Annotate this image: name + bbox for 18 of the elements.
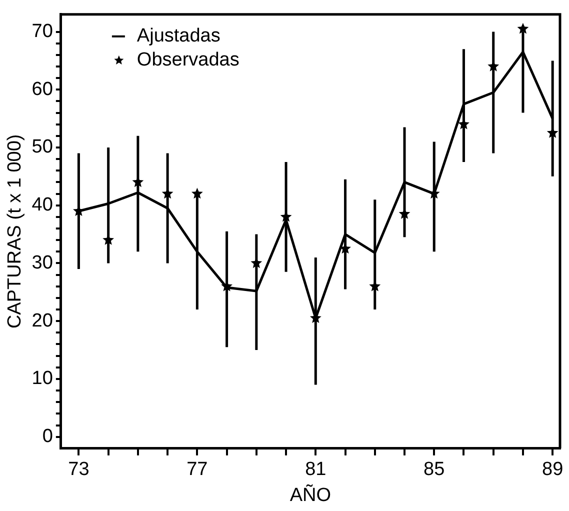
x-axis-title: AÑO bbox=[290, 484, 332, 506]
legend-label: Observadas bbox=[136, 50, 240, 71]
y-tick-label: 50 bbox=[32, 136, 53, 158]
x-tick-label: 85 bbox=[424, 459, 445, 480]
legend-label: Ajustadas bbox=[136, 26, 220, 47]
y-tick-label: 30 bbox=[32, 252, 53, 274]
y-tick-label: 70 bbox=[32, 20, 53, 42]
x-tick-label: 89 bbox=[542, 459, 564, 480]
x-tick-label: 77 bbox=[186, 459, 208, 480]
y-tick-label: 60 bbox=[32, 78, 53, 100]
y-tick-label: 10 bbox=[32, 368, 53, 390]
y-tick-label: 20 bbox=[32, 310, 53, 332]
y-tick-label: 40 bbox=[32, 194, 53, 216]
y-axis-title: CAPTURAS (t x 1 000) bbox=[4, 134, 26, 329]
x-tick-label: 81 bbox=[305, 459, 326, 480]
y-tick-label: 0 bbox=[42, 426, 53, 448]
point bbox=[517, 22, 529, 34]
x-tick-label: 73 bbox=[68, 459, 90, 480]
